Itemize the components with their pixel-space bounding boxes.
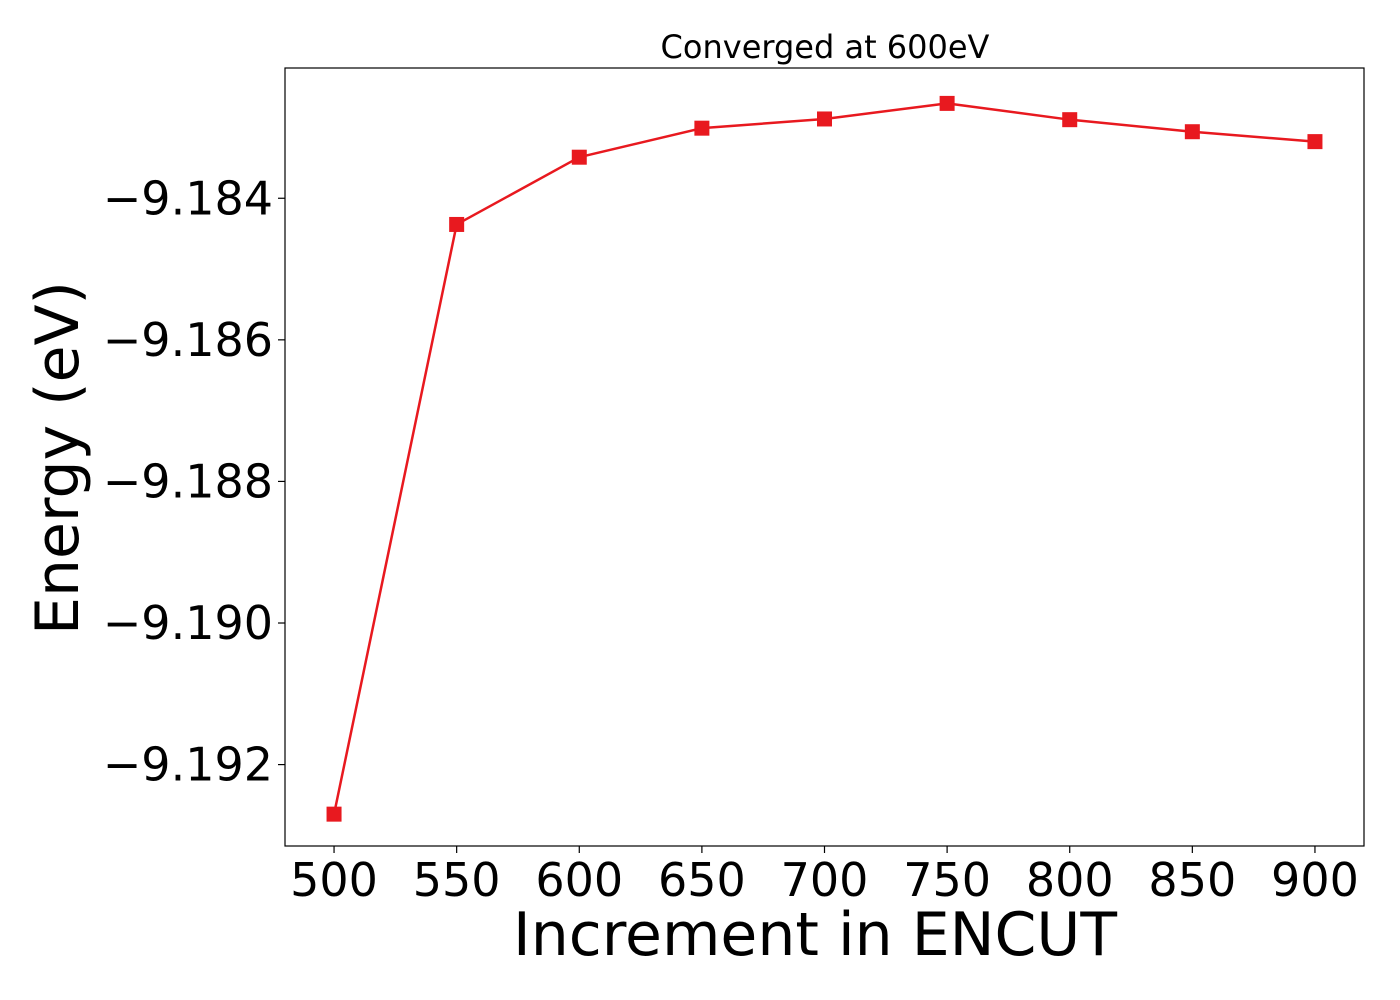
x-tick-label: 600 (535, 853, 623, 907)
data-point-marker (694, 120, 710, 136)
x-axis-label: Increment in ENCUT (513, 900, 1117, 970)
data-point-marker (939, 95, 955, 111)
x-tick-label: 500 (290, 853, 378, 907)
data-point-marker (571, 149, 587, 165)
data-point-marker (326, 806, 342, 822)
plot-area (326, 95, 1323, 822)
data-point-marker (1184, 124, 1200, 140)
x-tick-label: 700 (781, 853, 869, 907)
x-axis-ticks: 500 550 600 650 700 750 800 850 900 (290, 846, 1359, 907)
y-tick-label: −9.188 (103, 454, 273, 508)
y-tick-label: −9.184 (103, 171, 273, 225)
y-tick-label: −9.186 (103, 313, 273, 367)
data-point-marker (817, 111, 832, 127)
plot-frame (284, 67, 1365, 847)
y-tick-label: −9.192 (103, 738, 273, 792)
y-axis-ticks: −9.192 −9.190 −9.188 −9.186 −9.184 (103, 171, 285, 792)
y-axis-label: Energy (eV) (23, 281, 93, 635)
y-tick-label: −9.190 (103, 596, 273, 650)
x-tick-label: 900 (1271, 853, 1359, 907)
data-point-marker (1062, 112, 1078, 128)
chart-title: Converged at 600eV (661, 28, 990, 66)
x-tick-label: 750 (903, 853, 991, 907)
data-point-marker (449, 216, 465, 232)
data-point-marker (1307, 134, 1323, 150)
x-tick-label: 650 (658, 853, 746, 907)
series-line (332, 102, 1316, 815)
x-tick-label: 800 (1026, 853, 1114, 907)
x-tick-label: 850 (1148, 853, 1236, 907)
x-tick-label: 550 (413, 853, 501, 907)
